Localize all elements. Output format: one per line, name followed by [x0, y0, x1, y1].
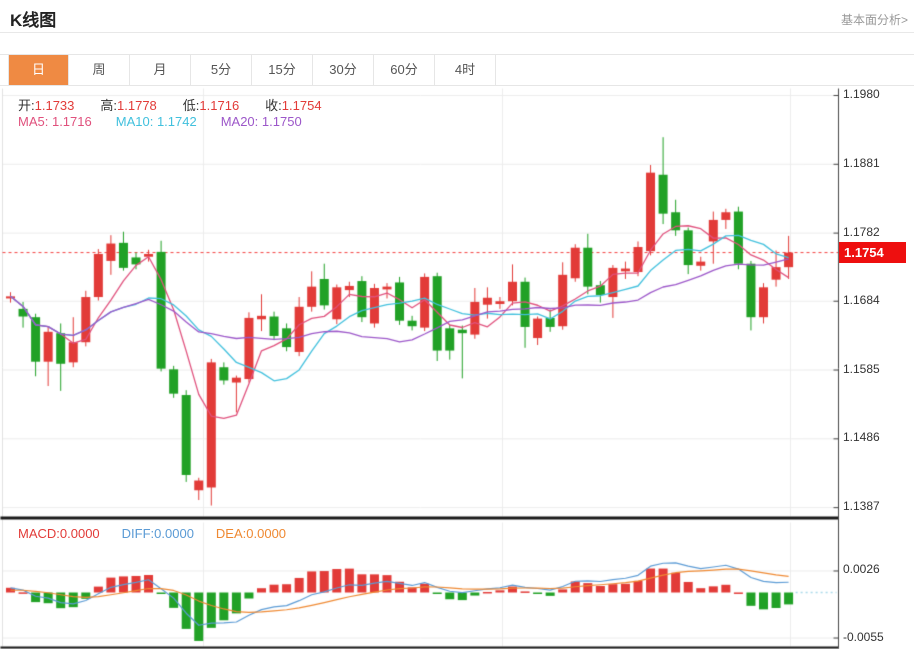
period-tab-2[interactable]: 月	[130, 55, 191, 85]
axis-tick-label: 1.1782	[843, 224, 880, 239]
macd-readout: MACD:0.0000 DIFF:0.0000 DEA:0.0000	[18, 526, 286, 541]
period-tab-7[interactable]: 4时	[435, 55, 496, 85]
period-tab-0[interactable]: 日	[8, 55, 69, 85]
dea-label: DEA:	[215, 526, 247, 541]
period-tabs: 日周月 5分 15分 30分 60分 4时	[0, 54, 914, 86]
macd-value: 0.0000	[59, 526, 100, 541]
ma20-value: 1.1750	[261, 114, 302, 129]
ma10-value: 1.1742	[156, 114, 197, 129]
high-label: 高:	[100, 98, 118, 113]
period-tab-5[interactable]: 30分	[313, 55, 374, 85]
diff-label: DIFF:	[121, 526, 155, 541]
axis-tick-label: 1.1387	[843, 499, 880, 514]
period-tab-4[interactable]: 15分	[252, 55, 313, 85]
diff-value: 0.0000	[154, 526, 194, 541]
open-label: 开:	[18, 98, 35, 113]
header-divider	[0, 32, 914, 33]
period-tab-6[interactable]: 60分	[374, 55, 435, 85]
low-value: 1.1716	[199, 98, 240, 113]
ohlc-readout: 开:1.1733 高:1.1778 低:1.1716 收:1.1754	[18, 95, 322, 114]
axis-tick-label: 1.1486	[843, 430, 880, 445]
ma5-label: MA5:	[18, 114, 49, 129]
period-tab-3[interactable]: 5分	[191, 55, 252, 85]
dea-value: 0.0000	[246, 526, 287, 541]
close-label: 收:	[265, 98, 282, 113]
ma20-label: MA20:	[220, 114, 259, 129]
axis-tick-label: 1.1684	[843, 292, 880, 307]
page-title: K线图	[10, 11, 57, 30]
axis-tick-label: 1.1881	[843, 155, 880, 170]
period-tab-1[interactable]: 周	[69, 55, 130, 85]
open-value: 1.1733	[34, 98, 75, 113]
axis-tick-label: 0.0026	[843, 562, 880, 577]
close-value: 1.1754	[281, 98, 322, 113]
low-label: 低:	[182, 98, 200, 113]
current-price-badge: 1.1754	[839, 242, 906, 263]
axis-tick-label: 1.1980	[843, 87, 880, 101]
ma10-label: MA10:	[115, 114, 154, 129]
macd-label: MACD:	[18, 526, 60, 541]
axis-tick-label: 1.1585	[843, 361, 880, 376]
axis-tick-label: -0.0055	[843, 629, 884, 644]
ma5-value: 1.1716	[51, 114, 92, 129]
fundamental-analysis-link[interactable]: 基本面分析>	[840, 13, 908, 27]
ma-readout: MA5: 1.1716 MA10: 1.1742 MA20: 1.1750	[18, 114, 302, 129]
high-value: 1.1778	[117, 98, 157, 113]
